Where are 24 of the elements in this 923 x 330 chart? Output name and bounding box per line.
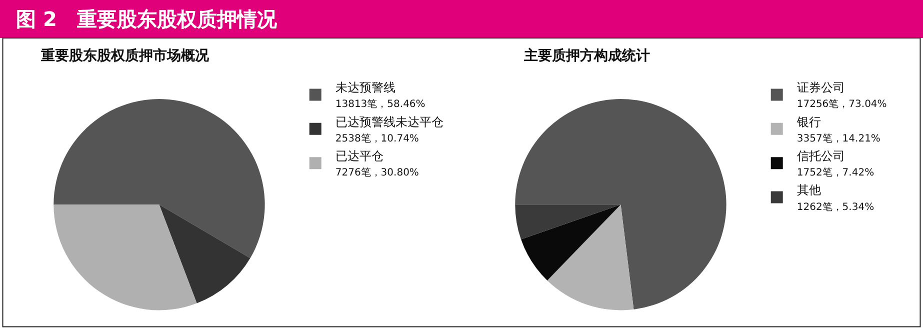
pie-slice [515, 99, 726, 310]
pie-slice [159, 204, 250, 304]
legend-label: 证券公司 [796, 80, 845, 95]
legend-label: 已达预警线未达平仓 [335, 114, 444, 129]
pie-slice [54, 99, 265, 258]
pie-slice [515, 204, 621, 240]
legend-label: 已达平仓 [335, 148, 384, 163]
data-label: 1262笔，5.34% [796, 200, 874, 213]
legend-label: 信托公司 [796, 148, 845, 163]
pie-slice [547, 204, 634, 310]
caption: 图 2 重要股东股权质押情况 [16, 7, 278, 31]
data-label: 2538笔，10.74% [335, 132, 419, 144]
legend-label: 其他 [796, 183, 821, 198]
pie-slice [521, 204, 621, 280]
data-label: 1752笔，7.42% [796, 166, 874, 179]
legend-label: 未达预警线 [335, 80, 396, 95]
data-label: 17256笔，73.04% [796, 98, 887, 110]
data-label: 7276笔，30.80% [335, 166, 419, 179]
legend-label: 银行 [796, 114, 821, 129]
chart-title: 主要质押方构成统计 [523, 47, 650, 64]
data-label: 13813笔，58.46% [335, 98, 426, 110]
pie-slice [54, 204, 197, 310]
chart-title: 重要股东股权质押市场概况 [40, 47, 210, 64]
data-label: 3357笔，14.21% [796, 132, 880, 144]
